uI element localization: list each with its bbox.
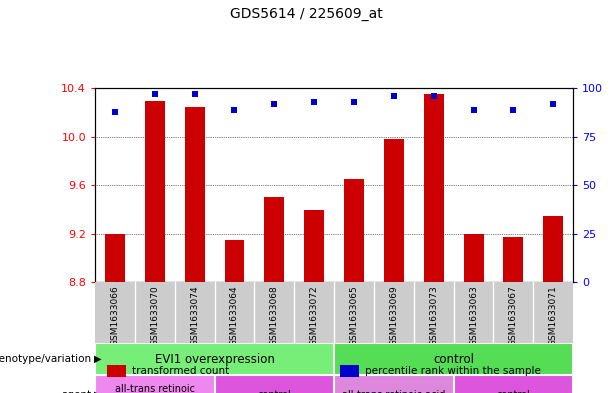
- Bar: [107, 365, 126, 377]
- Bar: [463, 234, 484, 282]
- Text: GSM1633064: GSM1633064: [230, 285, 239, 346]
- Text: GSM1633066: GSM1633066: [110, 285, 120, 346]
- Text: GSM1633071: GSM1633071: [549, 285, 558, 346]
- Bar: [334, 343, 573, 375]
- Bar: [543, 216, 563, 282]
- Bar: [304, 209, 324, 282]
- Bar: [95, 343, 334, 375]
- Text: GSM1633073: GSM1633073: [429, 285, 438, 346]
- Bar: [145, 101, 165, 282]
- Text: GSM1633070: GSM1633070: [150, 285, 159, 346]
- Bar: [95, 375, 215, 393]
- Point: [310, 99, 319, 105]
- Text: GSM1633063: GSM1633063: [469, 285, 478, 346]
- Bar: [105, 234, 125, 282]
- Text: all-trans retinoic acid: all-trans retinoic acid: [342, 390, 446, 393]
- Text: GDS5614 / 225609_at: GDS5614 / 225609_at: [230, 7, 383, 21]
- Bar: [185, 107, 205, 282]
- Bar: [503, 237, 524, 282]
- Text: GSM1633074: GSM1633074: [190, 285, 199, 346]
- Text: ▶: ▶: [94, 390, 102, 393]
- Point: [230, 107, 240, 113]
- Bar: [384, 139, 404, 282]
- Bar: [344, 179, 364, 282]
- Text: agent: agent: [62, 390, 92, 393]
- Point: [110, 108, 120, 115]
- Bar: [264, 197, 284, 282]
- Point: [389, 93, 399, 99]
- Bar: [224, 240, 245, 282]
- Text: GSM1633065: GSM1633065: [349, 285, 359, 346]
- Text: control: control: [433, 353, 474, 366]
- Text: EVI1 overexpression: EVI1 overexpression: [154, 353, 275, 366]
- Point: [509, 107, 519, 113]
- Bar: [334, 375, 454, 393]
- Text: genotype/variation: genotype/variation: [0, 354, 92, 364]
- Point: [270, 101, 280, 107]
- Text: ▶: ▶: [94, 354, 102, 364]
- Point: [429, 93, 439, 99]
- Text: GSM1633069: GSM1633069: [389, 285, 398, 346]
- Bar: [340, 365, 359, 377]
- Text: transformed count: transformed count: [132, 366, 229, 376]
- Bar: [454, 375, 573, 393]
- Point: [469, 107, 479, 113]
- Point: [349, 99, 359, 105]
- Point: [190, 91, 200, 97]
- Text: control: control: [257, 390, 291, 393]
- Text: GSM1633067: GSM1633067: [509, 285, 518, 346]
- Text: all-trans retinoic
acid: all-trans retinoic acid: [115, 384, 195, 393]
- Point: [150, 91, 160, 97]
- Bar: [424, 94, 444, 282]
- Text: percentile rank within the sample: percentile rank within the sample: [365, 366, 541, 376]
- Text: GSM1633072: GSM1633072: [310, 285, 319, 346]
- Point: [549, 101, 558, 107]
- Text: GSM1633068: GSM1633068: [270, 285, 279, 346]
- Bar: [215, 375, 334, 393]
- Text: control: control: [497, 390, 530, 393]
